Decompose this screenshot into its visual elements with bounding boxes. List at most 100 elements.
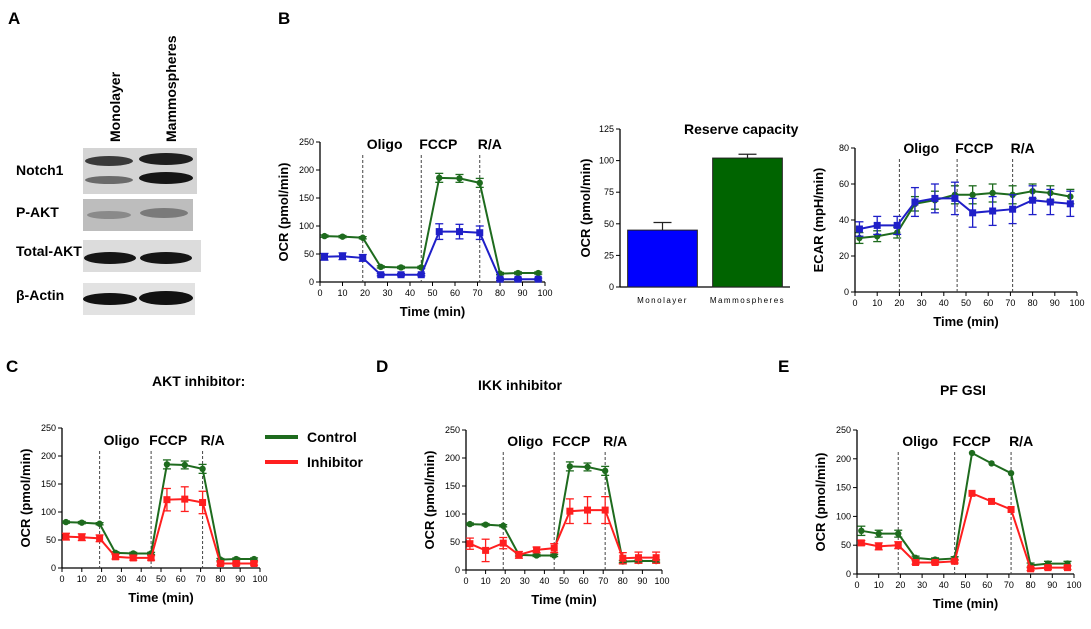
data-point (551, 552, 558, 559)
y-axis-label: OCR (pmol/min) (18, 449, 33, 548)
x-tick-label: 0 (852, 298, 857, 308)
blot-band (85, 176, 133, 184)
data-point (875, 530, 882, 537)
data-point (533, 546, 541, 554)
series-inhibitor (465, 495, 661, 565)
x-tick-label: 50 (156, 574, 166, 584)
x-tick-label: 70 (472, 288, 482, 298)
marker-label-ra: R/A (603, 433, 627, 449)
x-tick-label: 60 (176, 574, 186, 584)
data-point (968, 489, 976, 497)
marker-label-oligo: Oligo (104, 432, 140, 448)
chart-title: PF GSI (940, 382, 986, 398)
data-point (466, 520, 474, 528)
y-tick-label: 40 (839, 215, 849, 225)
y-tick-label: 100 (599, 156, 614, 166)
data-point (147, 554, 155, 562)
x-tick-label: 70 (196, 574, 206, 584)
data-point (499, 539, 507, 547)
chart-b3: 0 20 40 60 80 ECAR (mpH/min) 0 10 20 30 40 50 60 70 80… (811, 140, 1085, 329)
x-tick-label: 30 (520, 576, 530, 586)
data-point (62, 518, 70, 526)
marker-label-ra: R/A (1011, 140, 1035, 156)
x-tick-label: 80 (215, 574, 225, 584)
bar-mammospheres (712, 157, 783, 288)
data-point (875, 542, 883, 550)
series-line (324, 230, 539, 281)
data-point (496, 275, 504, 283)
x-tick-label: 60 (450, 288, 460, 298)
data-point (456, 228, 463, 236)
data-point (550, 544, 558, 552)
y-tick-label: 150 (299, 193, 314, 203)
y-tick-label: 200 (41, 451, 56, 461)
data-point (566, 507, 574, 515)
x-tick-label: 90 (517, 288, 527, 298)
data-point (1063, 564, 1071, 572)
data-point (951, 194, 959, 202)
x-tick-label: 100 (537, 288, 552, 298)
x-tick-label: 30 (917, 298, 927, 308)
marker-label-oligo: Oligo (902, 433, 938, 449)
marker-label-oligo: Oligo (367, 136, 403, 152)
data-point (339, 233, 346, 240)
data-point (96, 534, 104, 542)
series-line (469, 509, 657, 560)
x-tick-label: 60 (982, 580, 992, 590)
chart-b1: 0 50 100 150 200 250 OCR (pmol/min) 0 10 20 30 40 50… (276, 136, 553, 319)
data-point (1027, 565, 1035, 573)
x-tick-label: 40 (939, 298, 949, 308)
x-tick-label: 90 (1050, 298, 1060, 308)
data-point (988, 497, 996, 505)
y-tick-label: 0 (51, 563, 56, 573)
x-axis-label: Time (min) (400, 304, 466, 319)
y-tick-label: 0 (455, 565, 460, 575)
x-tick-label: 20 (97, 574, 107, 584)
data-point (968, 449, 976, 457)
x-tick-label: 100 (654, 576, 669, 586)
y-tick-label: 250 (41, 423, 56, 433)
data-point (894, 541, 902, 549)
y-tick-label: 150 (836, 483, 851, 493)
series-inhibitor (857, 489, 1072, 573)
data-point (456, 175, 463, 182)
data-point (911, 198, 919, 206)
data-point (931, 194, 939, 202)
y-axis-label: OCR (pmol/min) (578, 159, 593, 258)
y-tick-label: 75 (604, 187, 614, 197)
panel-label-e: E (778, 357, 789, 376)
x-tick-label: 80 (495, 288, 505, 298)
blot-band (83, 293, 137, 305)
data-point (359, 254, 367, 262)
legend: Control Inhibitor (265, 429, 364, 470)
data-point (634, 554, 642, 562)
y-tick-label: 0 (846, 569, 851, 579)
data-point (1007, 505, 1015, 513)
x-category-label: Mammospheres (710, 296, 785, 305)
series-line (65, 463, 255, 561)
data-point (78, 519, 86, 526)
x-tick-label: 20 (894, 298, 904, 308)
y-tick-label: 200 (299, 165, 314, 175)
y-axis-label: ECAR (mpH/min) (811, 168, 826, 273)
y-tick-label: 50 (46, 535, 56, 545)
blot-row-beta-actin: β-Actin (16, 287, 64, 303)
data-point (1009, 205, 1017, 213)
data-point (857, 539, 865, 547)
y-tick-label: 20 (839, 251, 849, 261)
data-point (515, 551, 523, 559)
data-point (1029, 196, 1037, 204)
data-point (321, 232, 328, 240)
data-point (339, 252, 346, 260)
blot-band (139, 291, 193, 305)
data-point (129, 554, 137, 562)
marker-label-fccp: FCCP (955, 140, 993, 156)
y-tick-label: 60 (839, 179, 849, 189)
marker-label-fccp: FCCP (953, 433, 991, 449)
data-point (163, 496, 171, 504)
y-axis-label: OCR (pmol/min) (422, 451, 437, 550)
data-point (988, 460, 995, 467)
x-axis-label: Time (min) (933, 314, 999, 329)
blot-band (84, 252, 136, 264)
